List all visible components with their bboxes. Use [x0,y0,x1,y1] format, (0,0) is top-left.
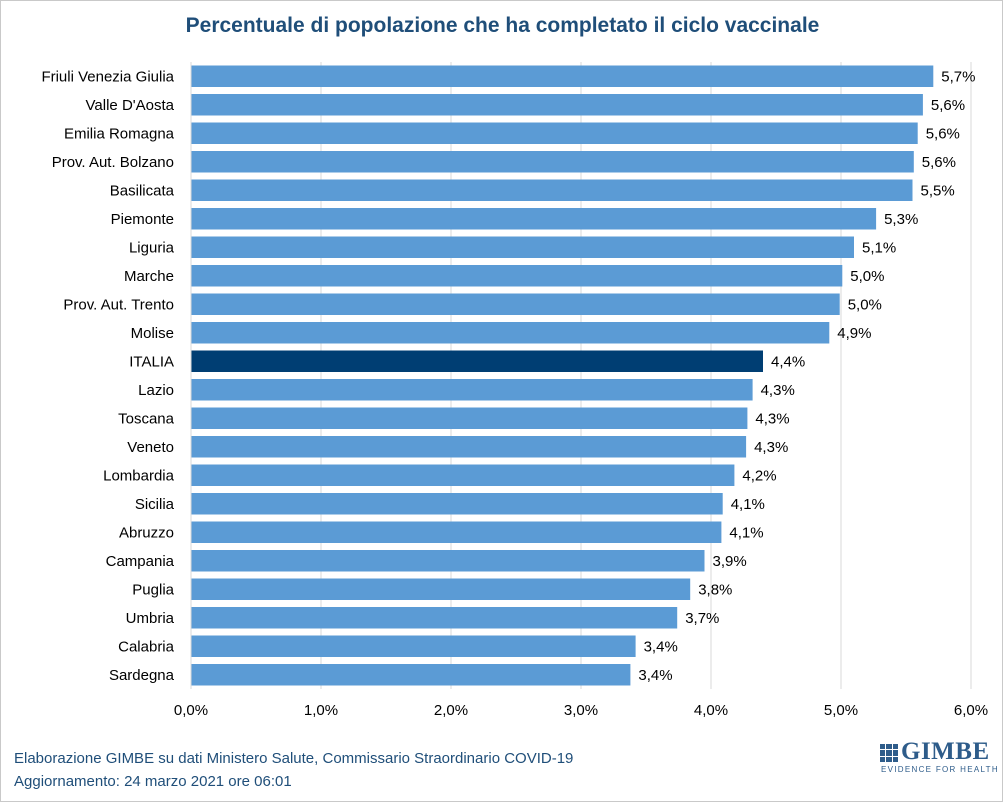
bar-7 [191,265,843,287]
value-label-11: 4,3% [761,382,795,399]
category-label-3: Prov. Aut. Bolzano [52,154,174,171]
bar-12 [191,407,748,429]
x-tick-label-6: 6,0% [954,702,988,719]
bar-14 [191,464,735,486]
category-label-1: Valle D'Aosta [86,97,175,114]
category-label-21: Sardegna [109,667,175,684]
bar-0 [191,65,934,87]
value-label-14: 4,2% [742,467,776,484]
bar-17 [191,550,705,572]
chart-title: Percentuale di popolazione che ha comple… [185,14,820,37]
value-label-0: 5,7% [941,68,975,85]
category-label-5: Piemonte [111,211,174,228]
bar-16 [191,521,722,543]
value-label-2: 5,6% [926,125,960,142]
category-label-0: Friuli Venezia Giulia [41,68,174,85]
bar-9 [191,322,830,344]
category-label-19: Umbria [126,610,175,627]
category-label-14: Lombardia [103,467,175,484]
value-label-8: 5,0% [848,296,882,313]
bar-6 [191,236,854,258]
bar-1 [191,94,923,116]
value-label-19: 3,7% [685,610,719,627]
value-label-4: 5,5% [921,182,955,199]
bar-13 [191,436,747,458]
logo-grid-icon [880,744,898,762]
category-label-15: Sicilia [135,496,175,513]
value-label-9: 4,9% [837,325,871,342]
bar-3 [191,151,914,173]
logo-word: GIMBE [901,738,990,765]
bar-4 [191,179,913,201]
value-label-21: 3,4% [638,667,672,684]
category-label-18: Puglia [132,581,174,598]
source-note: Elaborazione GIMBE su dati Ministero Sal… [14,750,574,767]
gimbe-logo: GIMBE EVIDENCE FOR HEALTH [880,738,998,782]
value-label-5: 5,3% [884,211,918,228]
category-label-7: Marche [124,268,174,285]
category-label-4: Basilicata [110,182,175,199]
value-label-18: 3,8% [698,581,732,598]
bar-5 [191,208,877,230]
update-note: Aggiornamento: 24 marzo 2021 ore 06:01 [14,773,292,790]
category-label-8: Prov. Aut. Trento [63,296,174,313]
bar-20 [191,635,636,657]
logo-tagline: EVIDENCE FOR HEALTH [881,765,999,774]
value-label-3: 5,6% [922,154,956,171]
value-label-17: 3,9% [713,553,747,570]
category-label-6: Liguria [129,239,175,256]
category-label-10: ITALIA [129,353,174,370]
x-tick-label-4: 4,0% [694,702,728,719]
x-tick-label-0: 0,0% [174,702,208,719]
value-label-7: 5,0% [850,268,884,285]
value-label-20: 3,4% [644,638,678,655]
value-label-10: 4,4% [771,353,805,370]
bar-18 [191,578,691,600]
value-label-16: 4,1% [729,524,763,541]
x-tick-label-3: 3,0% [564,702,598,719]
bar-chart: Friuli Venezia Giulia 5,7% Valle D'Aosta 5,… [41,62,988,719]
bar-19 [191,607,678,629]
value-label-13: 4,3% [754,439,788,456]
category-label-20: Calabria [118,638,175,655]
bar-2 [191,122,918,144]
bar-10 [191,350,763,372]
category-label-2: Emilia Romagna [64,125,175,142]
category-label-11: Lazio [138,382,174,399]
bar-11 [191,379,753,401]
value-label-12: 4,3% [755,410,789,427]
value-label-6: 5,1% [862,239,896,256]
category-label-13: Veneto [127,439,174,456]
category-label-12: Toscana [118,410,175,427]
value-label-15: 4,1% [731,496,765,513]
x-tick-label-2: 2,0% [434,702,468,719]
bar-21 [191,664,631,686]
x-tick-label-1: 1,0% [304,702,338,719]
category-label-9: Molise [131,325,174,342]
value-label-1: 5,6% [931,97,965,114]
category-label-16: Abruzzo [119,524,174,541]
category-label-17: Campania [106,553,175,570]
bar-8 [191,293,840,315]
bar-15 [191,493,723,515]
x-tick-label-5: 5,0% [824,702,858,719]
